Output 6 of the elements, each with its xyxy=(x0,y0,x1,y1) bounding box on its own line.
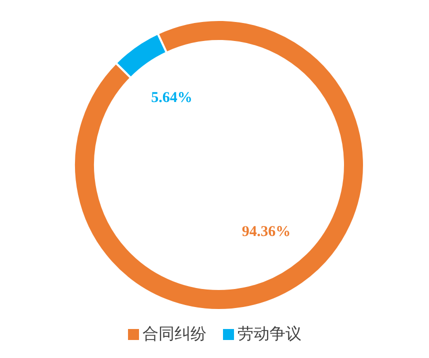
donut-slice xyxy=(114,32,168,79)
data-label: 94.36% xyxy=(242,224,291,240)
legend-label: 合同纠纷 xyxy=(142,324,206,345)
donut-slice xyxy=(73,19,365,311)
data-label: 5.64% xyxy=(151,90,192,106)
legend-label: 劳动争议 xyxy=(238,324,302,345)
